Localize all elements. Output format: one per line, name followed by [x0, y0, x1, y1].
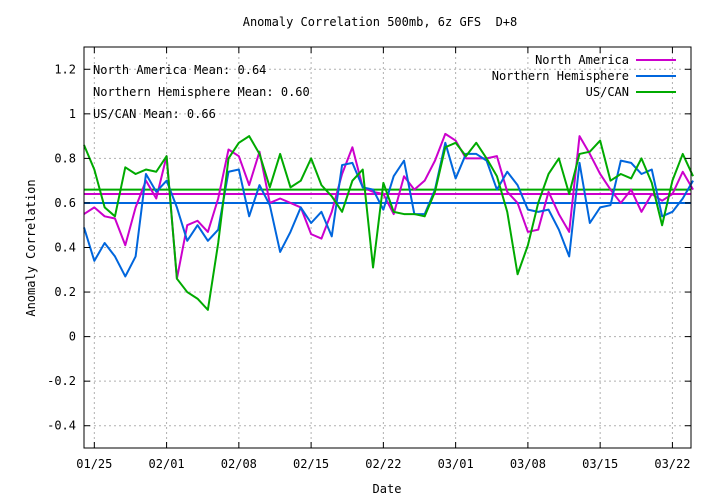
y-tick-label: -0.4	[47, 419, 76, 433]
legend-label-us-can: US/CAN	[586, 85, 629, 99]
x-tick-label: 02/01	[149, 457, 185, 471]
x-tick-label: 03/08	[510, 457, 546, 471]
x-tick-label: 02/15	[293, 457, 329, 471]
legend-label-north-america: North America	[535, 53, 629, 67]
chart-title: Anomaly Correlation 500mb, 6z GFS D+8	[243, 15, 518, 29]
y-tick-label: 0.2	[54, 285, 76, 299]
y-tick-label: 0.4	[54, 241, 76, 255]
legend: North America Northern Hemisphere US/CAN	[492, 53, 676, 99]
y-tick-label: 0.8	[54, 151, 76, 165]
annotation-north-america-mean: North America Mean: 0.64	[93, 63, 266, 77]
x-tick-label: 01/25	[76, 457, 112, 471]
annotation-northern-hemisphere-mean: Northern Hemisphere Mean: 0.60	[93, 85, 310, 99]
x-tick-label: 02/22	[365, 457, 401, 471]
y-axis-label: Anomaly Correlation	[24, 179, 38, 316]
legend-label-northern-hemisphere: Northern Hemisphere	[492, 69, 629, 83]
x-tick-label: 03/15	[582, 457, 618, 471]
y-tick-label: 0	[69, 330, 76, 344]
x-axis-label: Date	[373, 482, 402, 496]
axis-ticks: -0.4 -0.2 0 0.2 0.4 0.6 0.8 1 1.2 01/25 02/01 02/08…	[47, 47, 691, 471]
y-tick-label: -0.2	[47, 374, 76, 388]
annotation-us-can-mean: US/CAN Mean: 0.66	[93, 107, 216, 121]
x-tick-label: 03/01	[438, 457, 474, 471]
y-tick-label: 1.2	[54, 62, 76, 76]
x-tick-label: 02/08	[221, 457, 257, 471]
series-line-northern-hemisphere	[83, 141, 694, 278]
series-line-us-can	[83, 135, 694, 311]
y-tick-label: 0.6	[54, 196, 76, 210]
grid	[84, 47, 691, 448]
x-tick-label: 03/22	[654, 457, 690, 471]
y-tick-label: 1	[69, 107, 76, 121]
series-lines	[83, 132, 694, 311]
